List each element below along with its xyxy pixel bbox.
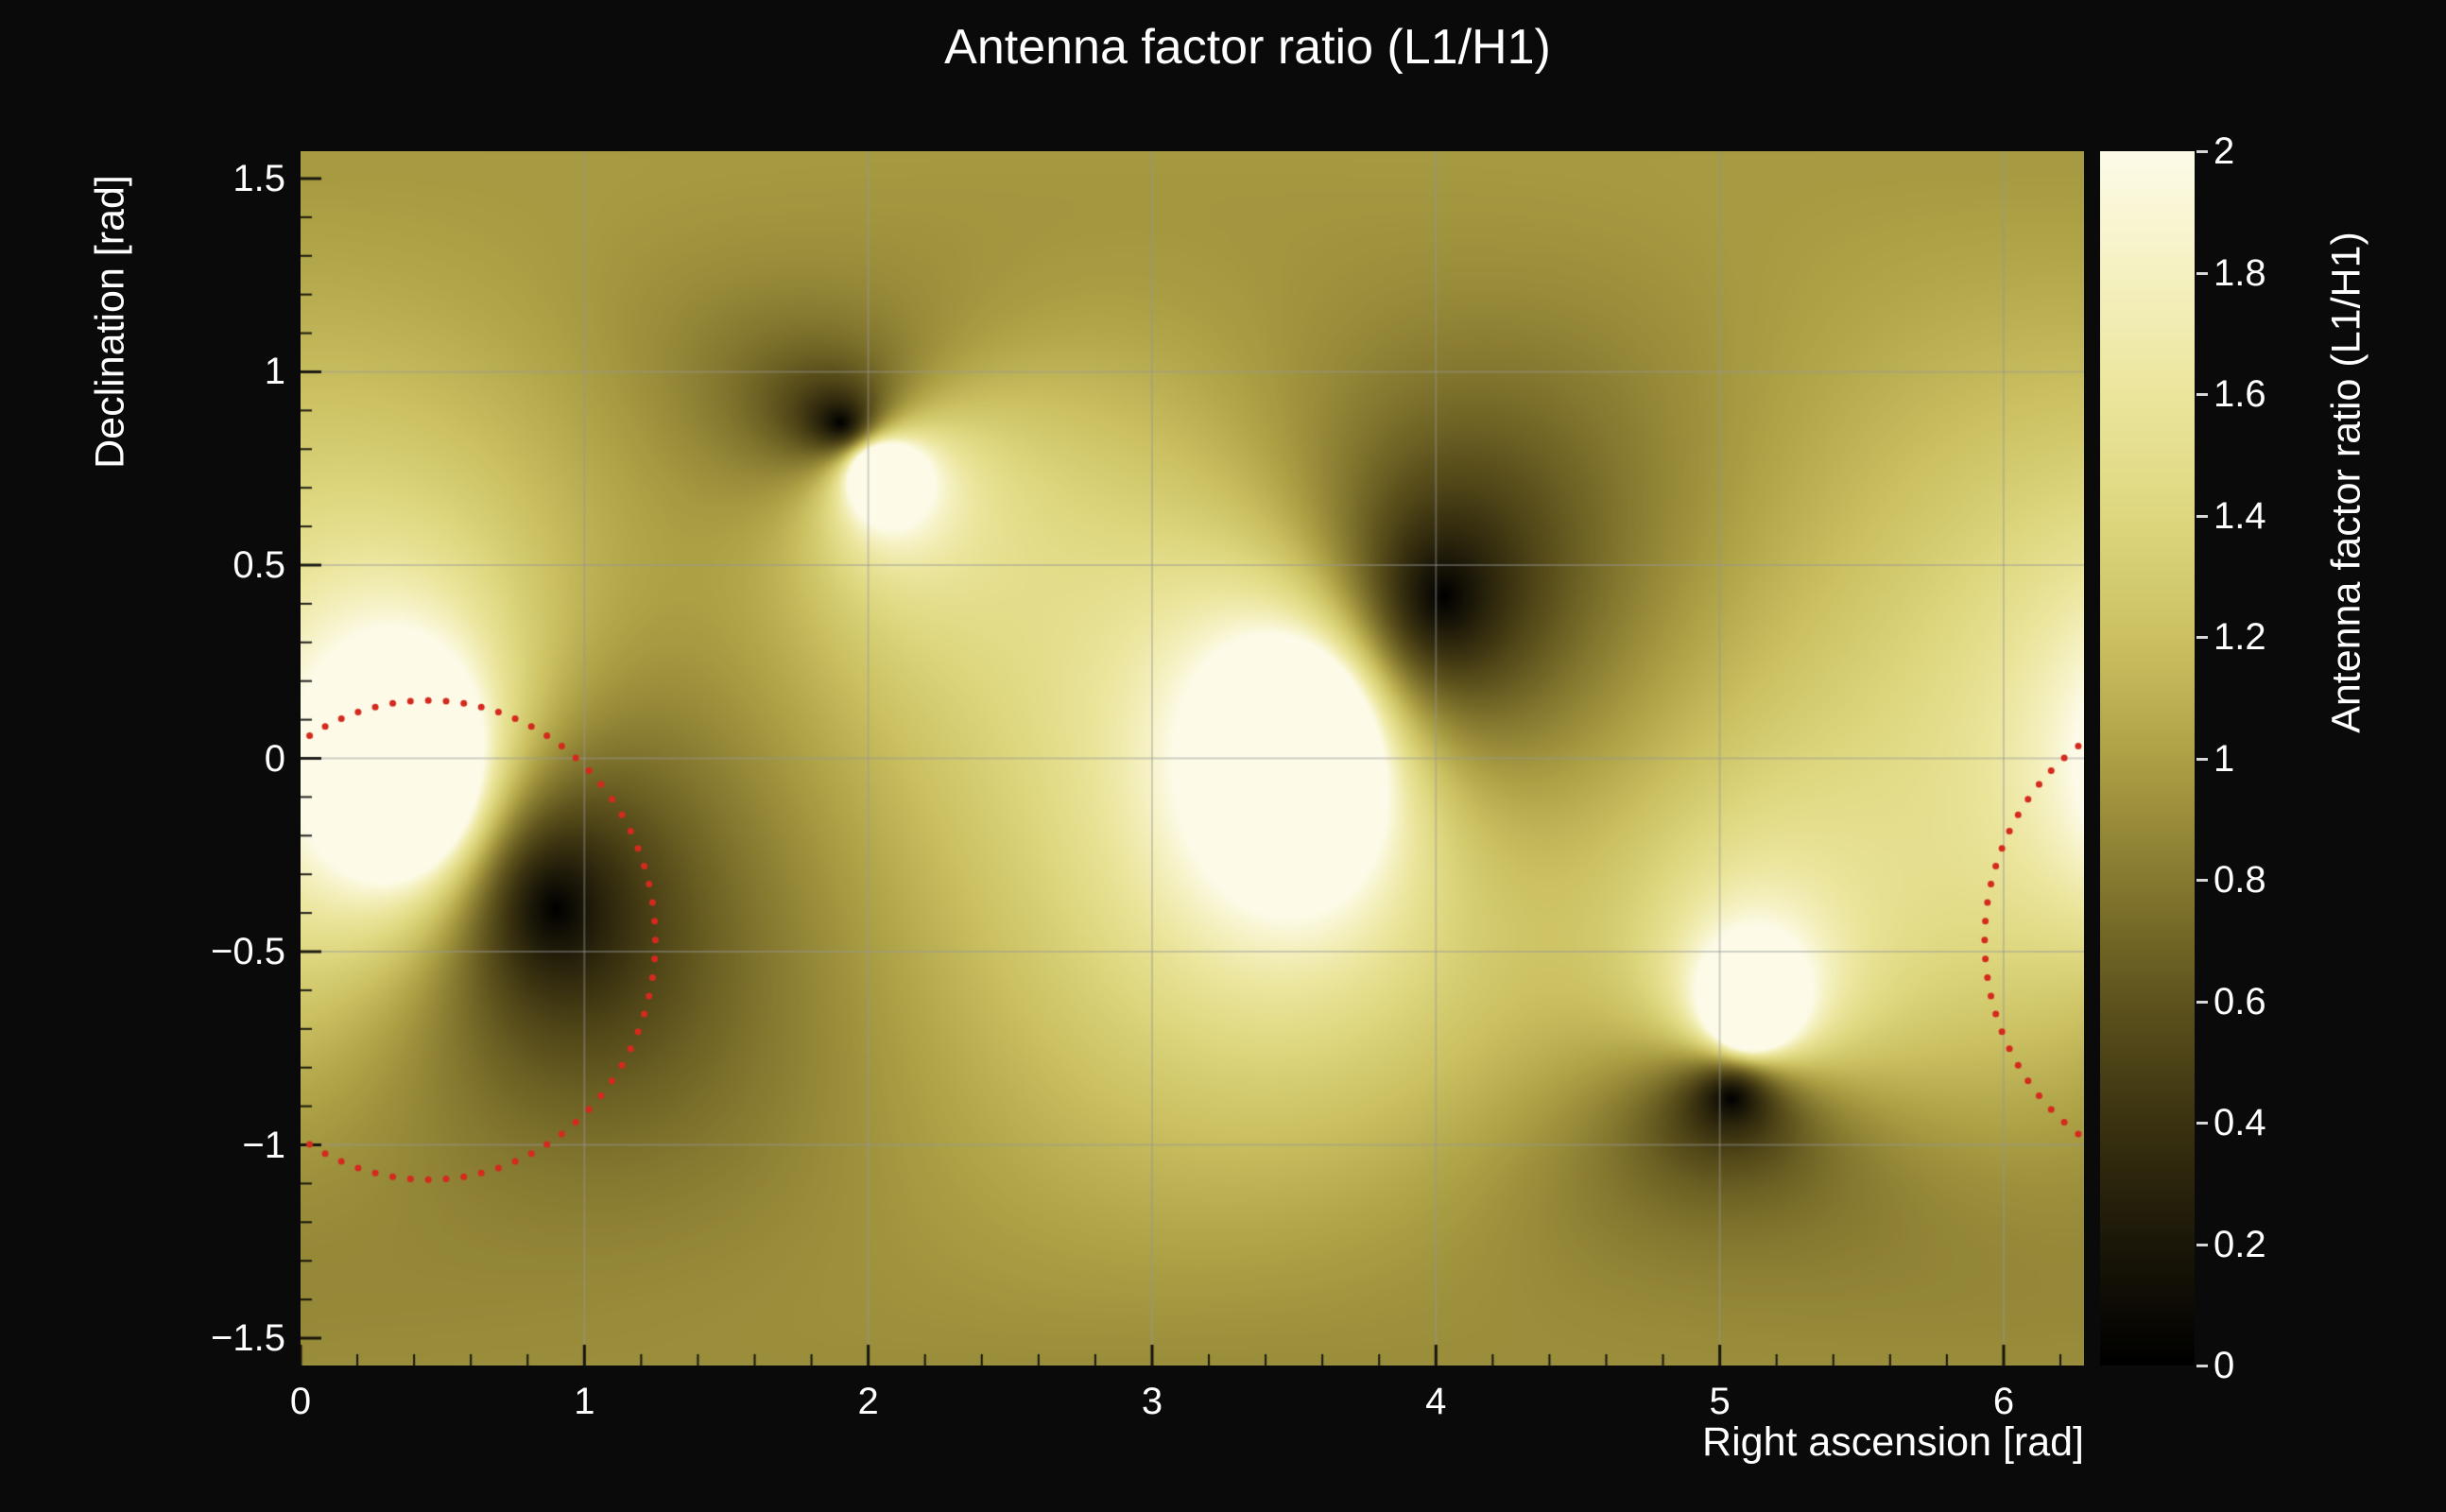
x-tick-label: 6 (1992, 1381, 2015, 1422)
colorbar-tick-label: 1.8 (2213, 251, 2266, 294)
x-tick-label: 5 (1709, 1381, 1731, 1422)
y-tick-label: 0.5 (233, 543, 285, 586)
x-tick-label: 3 (1141, 1381, 1163, 1422)
colorbar-tick-label: 2 (2213, 130, 2235, 172)
colorbar-tick-label: 0.2 (2213, 1223, 2266, 1265)
colorbar-tick-label: 0 (2213, 1345, 2235, 1386)
colorbar-tick (2196, 1122, 2208, 1125)
y-tick-label: 0 (264, 737, 285, 780)
x-axis-title: Right ascension [rad] (1702, 1419, 2084, 1465)
x-tick-label: 1 (574, 1381, 595, 1422)
colorbar-tick (2196, 150, 2208, 153)
colorbar-tick-label: 0.8 (2213, 859, 2266, 901)
colorbar-tick (2196, 1243, 2208, 1246)
y-tick-label: −1 (242, 1124, 285, 1166)
x-tick-label: 4 (1425, 1381, 1447, 1422)
y-tick-label: 1.5 (233, 157, 285, 199)
colorbar-tick-label: 0.6 (2213, 980, 2266, 1022)
colorbar-tick (2196, 1365, 2208, 1367)
colorbar-tick (2196, 271, 2208, 275)
colorbar-tick (2196, 514, 2208, 518)
x-tick-label: 0 (289, 1381, 312, 1422)
colorbar-tick-label: 1.6 (2213, 373, 2266, 415)
colorbar-tick-label: 1.4 (2213, 494, 2266, 537)
plot-overlay-grid-ticks-contour (301, 151, 2084, 1366)
colorbar-gradient (2100, 151, 2195, 1366)
colorbar-tick (2196, 757, 2208, 761)
colorbar-tick (2196, 636, 2208, 639)
y-tick-label: −0.5 (211, 931, 285, 972)
y-tick-label: 1 (264, 351, 285, 393)
chart-title: Antenna factor ratio (L1/H1) (944, 20, 1551, 75)
y-tick-label: −1.5 (211, 1317, 285, 1360)
colorbar-tick (2196, 879, 2208, 882)
colorbar-tick (2196, 1000, 2208, 1004)
colorbar-tick (2196, 393, 2208, 396)
x-tick-label: 2 (857, 1381, 879, 1422)
colorbar-tick-label: 0.4 (2213, 1102, 2266, 1143)
colorbar-tick-label: 1.2 (2213, 616, 2266, 658)
colorbar-tick-label: 1 (2213, 737, 2235, 780)
